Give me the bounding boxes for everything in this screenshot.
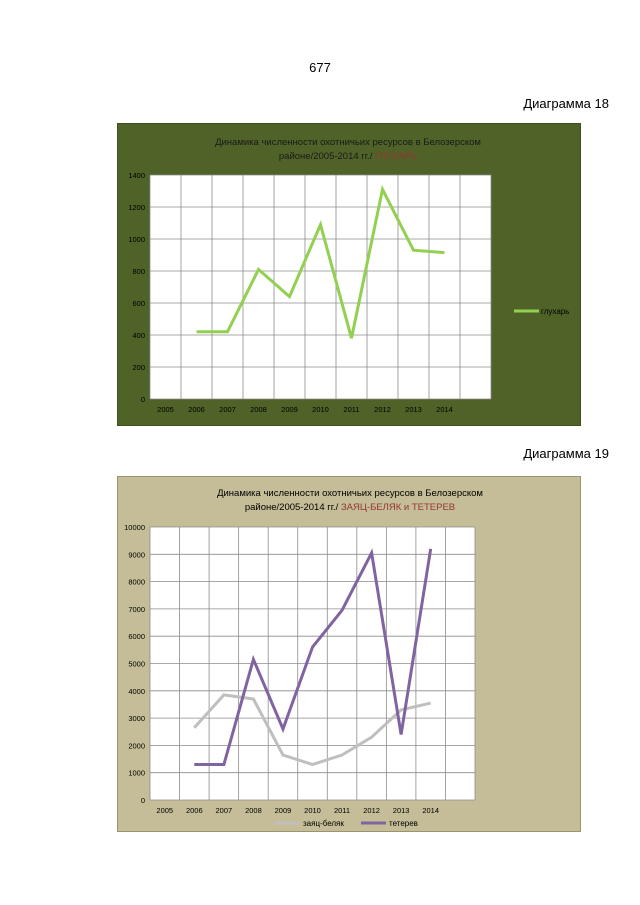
x-tick-label: 2010	[304, 806, 321, 815]
chart-subtitle: районе/2005-2014 гг./ ЗАЯЦ-БЕЛЯК и ТЕТЕР…	[245, 502, 455, 513]
x-tick-label: 2014	[436, 405, 453, 414]
y-tick-label: 2000	[128, 741, 145, 750]
chart-hare-blackgrouse: 0 1000 2000 3000 4000 5000 6000 7000 8000 9000 100…	[124, 488, 483, 828]
x-tick-label: 2011	[343, 405, 359, 414]
y-tick-label: 8000	[128, 578, 145, 587]
x-tick-label: 2005	[157, 405, 174, 414]
y-tick-label: 0	[141, 395, 145, 404]
plot-area	[150, 175, 491, 399]
series-line-глухарь	[196, 184, 445, 339]
y-tick-label: 10000	[124, 523, 145, 532]
chart-subtitle-highlight: ГЛУХАРЬ	[375, 151, 417, 162]
x-tick-label: 2005	[156, 806, 173, 815]
x-tick-label: 2012	[374, 405, 391, 414]
y-tick-label: 4000	[128, 687, 145, 696]
y-tick-label: 1000	[128, 769, 145, 778]
x-tick-label: 2006	[186, 806, 203, 815]
series-line-заяц-беляк	[193, 693, 432, 767]
x-tick-label: 2014	[422, 806, 439, 815]
y-tick-label: 6000	[128, 632, 145, 641]
x-tick-label: 2006	[188, 405, 205, 414]
y-tick-label: 200	[132, 363, 145, 372]
x-tick-label: 2013	[393, 806, 410, 815]
y-tick-label: 800	[132, 267, 145, 276]
x-tick-label: 2007	[219, 405, 236, 414]
diagram-19-label: Диаграмма 19	[523, 446, 609, 461]
x-tick-label: 2008	[245, 806, 262, 815]
chart-subtitle-period: районе/2005-2014 гг./	[245, 502, 341, 513]
y-tick-label: 7000	[128, 605, 145, 614]
x-tick-label: 2012	[363, 806, 380, 815]
x-tick-label: 2009	[275, 806, 292, 815]
y-tick-label: 9000	[128, 550, 145, 559]
chart-subtitle: районе/2005-2014 гг./ ГЛУХАРЬ	[279, 151, 417, 162]
x-tick-label: 2010	[312, 405, 329, 414]
y-tick-label: 1400	[128, 171, 145, 180]
y-tick-label: 5000	[128, 660, 145, 669]
y-tick-label: 1200	[128, 203, 145, 212]
x-tick-label: 2007	[216, 806, 233, 815]
y-tick-label: 0	[141, 796, 145, 805]
page-number: 677	[309, 60, 331, 75]
y-tick-label: 600	[132, 299, 145, 308]
legend-label: глухарь	[541, 307, 569, 316]
chart-title: Динамика численности охотничьих ресурсов…	[217, 488, 483, 499]
legend-label: тетерев	[389, 819, 418, 828]
chart-title: Динамика численности охотничьих ресурсов…	[215, 137, 481, 148]
chart-subtitle-highlight: ЗАЯЦ-БЕЛЯК и ТЕТЕРЕВ	[341, 502, 455, 513]
y-tick-label: 1000	[128, 235, 145, 244]
chart-hare-blackgrouse-panel: 0 1000 2000 3000 4000 5000 6000 7000 8000 9000 100…	[117, 476, 581, 832]
chart-grouse-panel: 0 200 400 600 800 1000 1200 1400 2005 2006 2007 200…	[117, 123, 581, 426]
x-tick-label: 2013	[405, 405, 422, 414]
diagram-18-label: Диаграмма 18	[523, 96, 609, 111]
chart-subtitle-period: районе/2005-2014 гг./	[279, 151, 375, 162]
legend-label: заяц-беляк	[303, 819, 344, 828]
y-tick-label: 400	[132, 331, 145, 340]
x-tick-label: 2011	[334, 806, 350, 815]
chart-grouse: 0 200 400 600 800 1000 1200 1400 2005 2006 2007 200…	[128, 137, 569, 414]
x-tick-label: 2009	[281, 405, 298, 414]
x-tick-label: 2008	[250, 405, 267, 414]
series-line-тетерев	[194, 548, 433, 766]
y-tick-label: 3000	[128, 714, 145, 723]
